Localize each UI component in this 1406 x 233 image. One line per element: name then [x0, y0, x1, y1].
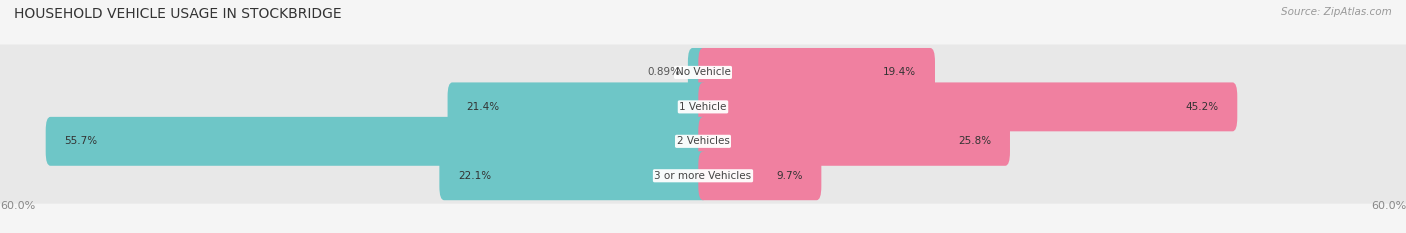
Text: 45.2%: 45.2%: [1185, 102, 1219, 112]
Text: No Vehicle: No Vehicle: [675, 67, 731, 77]
Text: Source: ZipAtlas.com: Source: ZipAtlas.com: [1281, 7, 1392, 17]
FancyBboxPatch shape: [0, 113, 1406, 169]
Text: 55.7%: 55.7%: [65, 136, 97, 146]
Text: 60.0%: 60.0%: [0, 201, 35, 211]
FancyBboxPatch shape: [699, 151, 821, 200]
Text: 22.1%: 22.1%: [458, 171, 491, 181]
Text: HOUSEHOLD VEHICLE USAGE IN STOCKBRIDGE: HOUSEHOLD VEHICLE USAGE IN STOCKBRIDGE: [14, 7, 342, 21]
FancyBboxPatch shape: [0, 79, 1406, 135]
FancyBboxPatch shape: [0, 45, 1406, 100]
Text: 60.0%: 60.0%: [1371, 201, 1406, 211]
Text: 3 or more Vehicles: 3 or more Vehicles: [654, 171, 752, 181]
Text: 2 Vehicles: 2 Vehicles: [676, 136, 730, 146]
Text: 25.8%: 25.8%: [957, 136, 991, 146]
FancyBboxPatch shape: [688, 48, 707, 97]
Text: 21.4%: 21.4%: [467, 102, 499, 112]
FancyBboxPatch shape: [45, 117, 707, 166]
FancyBboxPatch shape: [439, 151, 707, 200]
Text: 9.7%: 9.7%: [776, 171, 803, 181]
FancyBboxPatch shape: [699, 48, 935, 97]
FancyBboxPatch shape: [0, 148, 1406, 204]
FancyBboxPatch shape: [699, 82, 1237, 131]
Text: 0.89%: 0.89%: [648, 67, 681, 77]
Text: 1 Vehicle: 1 Vehicle: [679, 102, 727, 112]
Text: 19.4%: 19.4%: [883, 67, 917, 77]
FancyBboxPatch shape: [699, 117, 1010, 166]
FancyBboxPatch shape: [447, 82, 707, 131]
